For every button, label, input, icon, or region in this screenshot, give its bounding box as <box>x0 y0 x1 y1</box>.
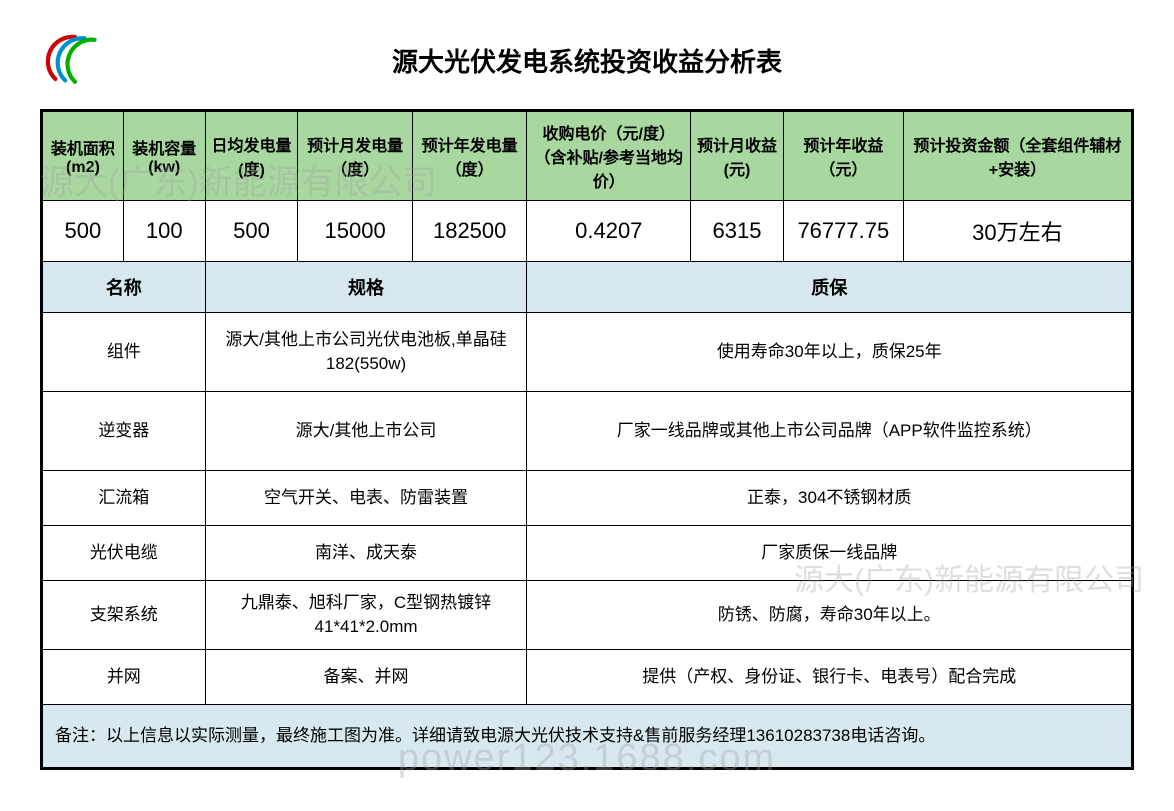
metric-header-2: 日均发电量(度) <box>205 111 298 201</box>
spec-value: 南洋、成天泰 <box>205 526 527 581</box>
metric-header-8: 预计投资金额（全套组件辅材+安装） <box>903 111 1132 201</box>
analysis-table: 装机面积 (m2)装机容量 (kw)日均发电量(度)预计月发电量（度）预计年发电… <box>40 109 1134 770</box>
metrics-header-row: 装机面积 (m2)装机容量 (kw)日均发电量(度)预计月发电量（度）预计年发电… <box>42 111 1133 201</box>
metric-value-0: 500 <box>42 201 124 262</box>
page-title: 源大光伏发电系统投资收益分析表 <box>110 42 1134 79</box>
spec-value: 九鼎泰、旭科厂家，C型钢热镀锌41*41*2.0mm <box>205 581 527 650</box>
note-row: 备注：以上信息以实际测量，最终施工图为准。详细请致电源大光伏技术支持&售前服务经… <box>42 705 1133 769</box>
spec-row-4: 支架系统九鼎泰、旭科厂家，C型钢热镀锌41*41*2.0mm防锈、防腐，寿命30… <box>42 581 1133 650</box>
metric-header-1: 装机容量 (kw) <box>123 111 205 201</box>
spec-warranty: 防锈、防腐，寿命30年以上。 <box>527 581 1133 650</box>
spec-row-3: 光伏电缆南洋、成天泰厂家质保一线品牌 <box>42 526 1133 581</box>
metric-header-5: 收购电价（元/度）（含补贴/参考当地均价） <box>527 111 691 201</box>
metric-value-7: 76777.75 <box>783 201 903 262</box>
metric-value-1: 100 <box>123 201 205 262</box>
metric-header-0: 装机面积 (m2) <box>42 111 124 201</box>
spec-warranty: 厂家质保一线品牌 <box>527 526 1133 581</box>
metric-value-3: 15000 <box>298 201 413 262</box>
spec-row-0: 组件源大/其他上市公司光伏电池板,单晶硅182(550w)使用寿命30年以上，质… <box>42 313 1133 392</box>
metric-value-8: 30万左右 <box>903 201 1132 262</box>
spec-name: 组件 <box>42 313 206 392</box>
spec-header-row: 名称 规格 质保 <box>42 262 1133 313</box>
logo-arcs-icon <box>40 30 110 86</box>
metric-header-6: 预计月收益 (元) <box>691 111 784 201</box>
sub-header-warranty: 质保 <box>527 262 1133 313</box>
logo <box>40 30 110 91</box>
metric-value-5: 0.4207 <box>527 201 691 262</box>
metric-header-4: 预计年发电量（度） <box>412 111 527 201</box>
metric-header-7: 预计年收益（元） <box>783 111 903 201</box>
spec-name: 汇流箱 <box>42 471 206 526</box>
spec-value: 空气开关、电表、防雷装置 <box>205 471 527 526</box>
metric-value-4: 182500 <box>412 201 527 262</box>
title-row: 源大光伏发电系统投资收益分析表 <box>40 30 1134 91</box>
spec-warranty: 厂家一线品牌或其他上市公司品牌（APP软件监控系统） <box>527 392 1133 471</box>
sub-header-spec: 规格 <box>205 262 527 313</box>
spec-warranty: 提供（产权、身份证、银行卡、电表号）配合完成 <box>527 650 1133 705</box>
spec-value: 备案、并网 <box>205 650 527 705</box>
note-cell: 备注：以上信息以实际测量，最终施工图为准。详细请致电源大光伏技术支持&售前服务经… <box>42 705 1133 769</box>
sub-header-name: 名称 <box>42 262 206 313</box>
spec-warranty: 正泰，304不锈钢材质 <box>527 471 1133 526</box>
spec-row-5: 并网备案、并网提供（产权、身份证、银行卡、电表号）配合完成 <box>42 650 1133 705</box>
spec-value: 源大/其他上市公司 <box>205 392 527 471</box>
spec-row-1: 逆变器源大/其他上市公司厂家一线品牌或其他上市公司品牌（APP软件监控系统） <box>42 392 1133 471</box>
spec-name: 支架系统 <box>42 581 206 650</box>
spec-row-2: 汇流箱空气开关、电表、防雷装置正泰，304不锈钢材质 <box>42 471 1133 526</box>
spec-warranty: 使用寿命30年以上，质保25年 <box>527 313 1133 392</box>
metric-header-3: 预计月发电量（度） <box>298 111 413 201</box>
spec-name: 逆变器 <box>42 392 206 471</box>
metric-value-6: 6315 <box>691 201 784 262</box>
metrics-data-row: 500100500150001825000.4207631576777.7530… <box>42 201 1133 262</box>
spec-name: 并网 <box>42 650 206 705</box>
spec-value: 源大/其他上市公司光伏电池板,单晶硅182(550w) <box>205 313 527 392</box>
spec-name: 光伏电缆 <box>42 526 206 581</box>
metric-value-2: 500 <box>205 201 298 262</box>
